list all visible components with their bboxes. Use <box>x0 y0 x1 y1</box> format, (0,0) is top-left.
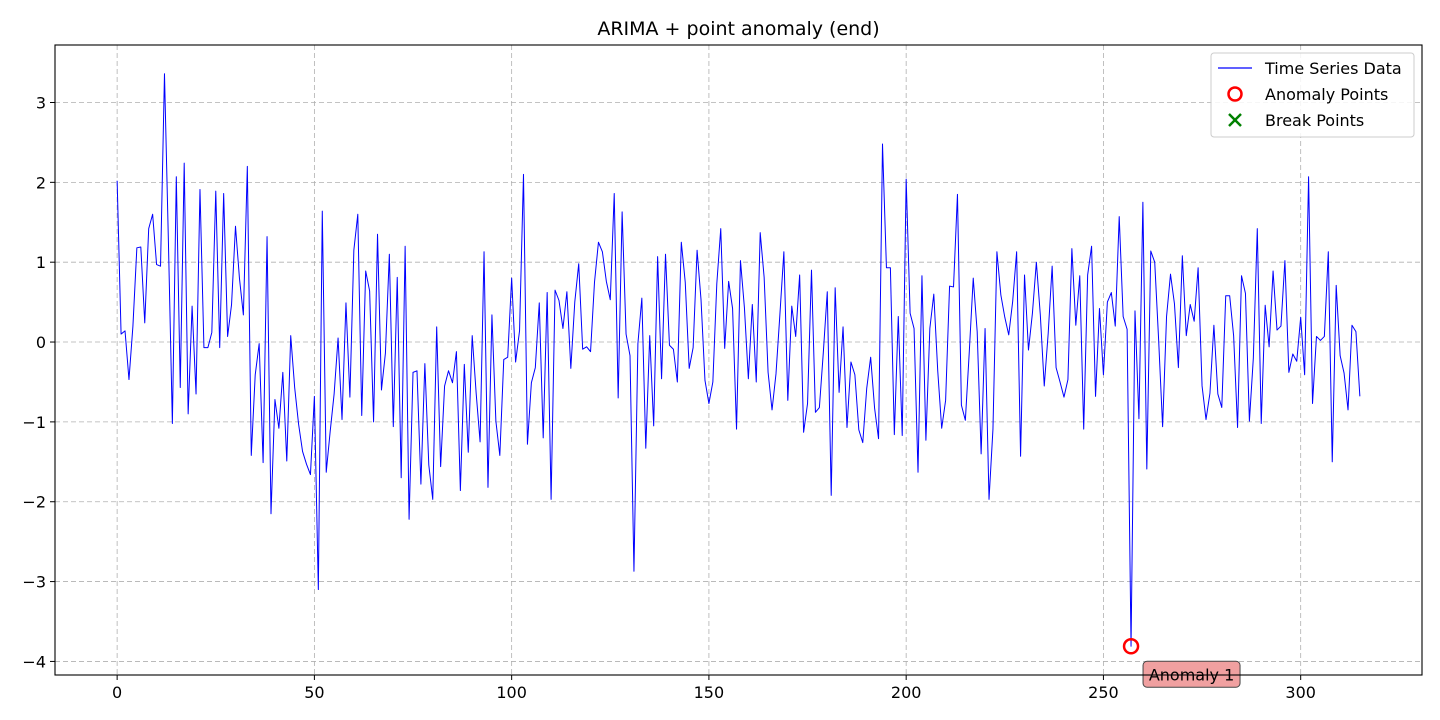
anomaly-marker <box>1122 638 1140 655</box>
legend-circle-swatch <box>1227 86 1243 102</box>
y-tick-label: 3 <box>36 93 46 112</box>
chart-title: ARIMA + point anomaly (end) <box>597 18 879 40</box>
legend-box <box>1210 52 1415 138</box>
series-line <box>116 73 1361 647</box>
y-tick-label: −4 <box>22 652 46 671</box>
legend-x-swatch <box>1228 113 1242 127</box>
annotation-box <box>1142 660 1241 688</box>
x-tick-label: 150 <box>694 683 725 702</box>
anomaly-annotation: Anomaly 1 <box>1142 660 1241 688</box>
y-tick-label: −1 <box>22 413 46 432</box>
legend-label: Anomaly Points <box>1265 85 1388 104</box>
axis-ticks: 0 50 100 150 200 250 300 −4 −3 −2 −1 0 1 2 3 <box>22 93 1316 702</box>
y-tick-label: 0 <box>36 333 46 352</box>
y-tick-label: −3 <box>22 573 46 592</box>
y-tick-label: 1 <box>36 253 46 272</box>
x-tick-label: 300 <box>1285 683 1316 702</box>
x-tick-label: 50 <box>304 683 324 702</box>
plot-frame <box>54 44 1423 676</box>
y-tick-label: −2 <box>22 493 46 512</box>
grid-lines <box>55 45 1422 675</box>
legend-label: Time Series Data <box>1264 59 1402 78</box>
x-tick-label: 250 <box>1088 683 1119 702</box>
legend-label: Break Points <box>1265 111 1364 130</box>
y-tick-label: 2 <box>36 173 46 192</box>
x-tick-label: 200 <box>891 683 922 702</box>
series-layer <box>116 73 1361 647</box>
x-tick-label: 0 <box>112 683 122 702</box>
x-tick-label: 100 <box>496 683 527 702</box>
legend: Time Series Data Anomaly Points Break Poin… <box>1210 52 1415 138</box>
anomaly-layer: Anomaly 1 <box>1122 638 1241 688</box>
